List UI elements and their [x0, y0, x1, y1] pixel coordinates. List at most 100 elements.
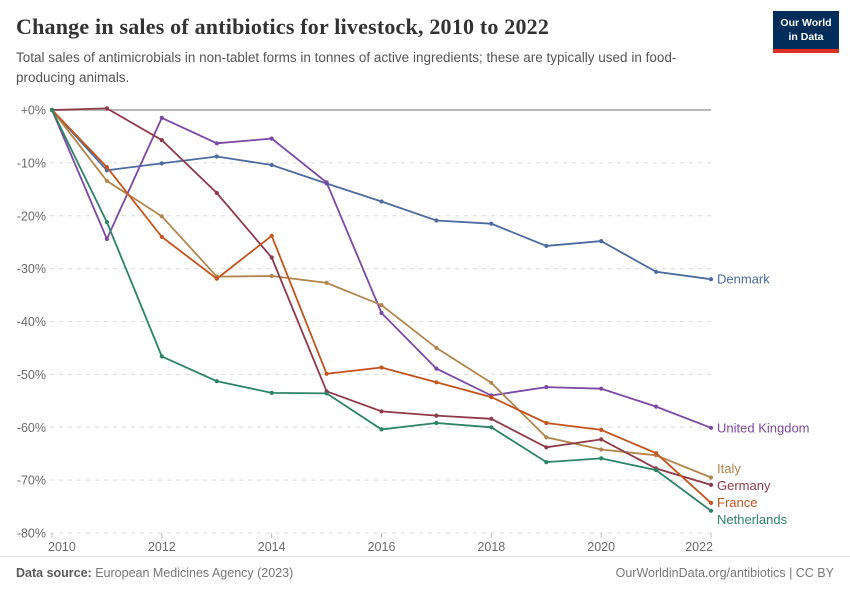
series-netherlands[interactable]: Netherlands [49, 107, 788, 527]
x-tick-label: 2020 [587, 540, 615, 554]
data-point[interactable] [159, 115, 164, 120]
data-point[interactable] [599, 447, 604, 452]
data-point[interactable] [324, 391, 329, 396]
data-point[interactable] [599, 239, 604, 244]
series-label-denmark[interactable]: Denmark [717, 272, 770, 287]
data-point[interactable] [434, 366, 439, 371]
data-point[interactable] [434, 380, 439, 385]
data-point[interactable] [708, 425, 714, 430]
data-point[interactable] [708, 475, 714, 480]
series-label-germany[interactable]: Germany [717, 478, 771, 493]
data-point[interactable] [434, 420, 439, 426]
data-point[interactable] [324, 280, 329, 285]
data-point[interactable] [489, 395, 494, 400]
data-point[interactable] [489, 380, 494, 385]
data-point[interactable] [599, 456, 604, 461]
data-point[interactable] [214, 379, 219, 384]
data-point[interactable] [214, 276, 219, 281]
data-point[interactable] [708, 508, 714, 513]
data-point[interactable] [544, 385, 549, 390]
data-point[interactable] [269, 255, 274, 260]
data-point[interactable] [544, 460, 549, 465]
x-tick-label: 2022 [685, 540, 713, 554]
data-point[interactable] [379, 409, 384, 414]
data-point[interactable] [214, 190, 219, 196]
series-germany[interactable]: Germany [49, 106, 771, 493]
y-tick-label: -60% [17, 421, 46, 435]
x-tick-label: 2014 [258, 540, 286, 554]
data-point[interactable] [654, 269, 659, 274]
data-point[interactable] [654, 404, 659, 409]
data-point[interactable] [544, 435, 549, 440]
data-point[interactable] [159, 161, 164, 166]
data-point[interactable] [324, 371, 329, 376]
data-point[interactable] [214, 141, 219, 146]
data-point[interactable] [544, 420, 549, 426]
data-point[interactable] [708, 500, 714, 505]
data-point[interactable] [269, 273, 274, 279]
data-point[interactable] [654, 468, 659, 473]
series-label-italy[interactable]: Italy [717, 461, 741, 476]
data-point[interactable] [379, 310, 384, 316]
data-point[interactable] [269, 390, 274, 395]
y-tick-label: -20% [17, 209, 46, 223]
data-point[interactable] [104, 165, 109, 170]
line-denmark[interactable] [51, 109, 712, 281]
data-point[interactable] [599, 437, 604, 442]
data-point[interactable] [654, 451, 659, 456]
series-france[interactable]: France [49, 107, 758, 510]
data-point[interactable] [544, 445, 549, 450]
chart-footer: Data source: European Medicines Agency (… [0, 556, 850, 600]
data-point[interactable] [599, 386, 604, 391]
y-tick-label: -80% [17, 527, 46, 541]
data-source-label: Data source: [16, 566, 92, 580]
data-point[interactable] [324, 180, 329, 185]
data-point[interactable] [49, 107, 55, 113]
data-point[interactable] [379, 303, 384, 308]
data-point[interactable] [599, 427, 604, 432]
series-label-netherlands[interactable]: Netherlands [717, 512, 788, 527]
data-source-value: European Medicines Agency (2023) [95, 566, 294, 580]
y-tick-label: -10% [17, 156, 46, 170]
data-point[interactable] [214, 154, 219, 159]
data-point[interactable] [708, 277, 714, 282]
data-point[interactable] [434, 218, 439, 223]
data-source: Data source: European Medicines Agency (… [16, 566, 293, 580]
data-point[interactable] [379, 365, 384, 370]
data-point[interactable] [159, 138, 164, 143]
y-tick-label: -40% [17, 315, 46, 329]
data-point[interactable] [489, 425, 494, 430]
data-point[interactable] [104, 178, 109, 183]
data-point[interactable] [159, 234, 164, 239]
data-point[interactable] [269, 162, 274, 168]
data-point[interactable] [104, 106, 109, 111]
series-united-kingdom[interactable]: United Kingdom [49, 107, 810, 435]
data-point[interactable] [434, 345, 439, 350]
x-tick-label: 2010 [48, 540, 76, 554]
x-tick-label: 2018 [477, 540, 505, 554]
data-point[interactable] [104, 220, 109, 225]
data-point[interactable] [489, 416, 494, 421]
y-tick-label: -70% [17, 474, 46, 488]
y-tick-label: -30% [17, 262, 46, 276]
data-point[interactable] [379, 427, 384, 432]
data-point[interactable] [489, 221, 494, 226]
data-point[interactable] [269, 136, 274, 141]
data-point[interactable] [159, 214, 164, 219]
data-point[interactable] [708, 482, 714, 487]
series-label-france[interactable]: France [717, 495, 757, 510]
data-point[interactable] [159, 354, 164, 359]
data-point[interactable] [269, 233, 274, 238]
data-point[interactable] [379, 199, 384, 204]
logo-line2: in Data [788, 30, 824, 43]
data-point[interactable] [544, 243, 549, 248]
data-point[interactable] [104, 236, 109, 242]
series-italy[interactable]: Italy [49, 107, 741, 480]
series-label-united-kingdom[interactable]: United Kingdom [717, 420, 810, 435]
series-denmark[interactable]: Denmark [49, 107, 770, 287]
chart-subtitle: Total sales of antimicrobials in non-tab… [16, 50, 677, 85]
license-note: OurWorldinData.org/antibiotics | CC BY [615, 566, 834, 580]
x-tick-label: 2016 [368, 540, 396, 554]
data-point[interactable] [434, 413, 439, 418]
